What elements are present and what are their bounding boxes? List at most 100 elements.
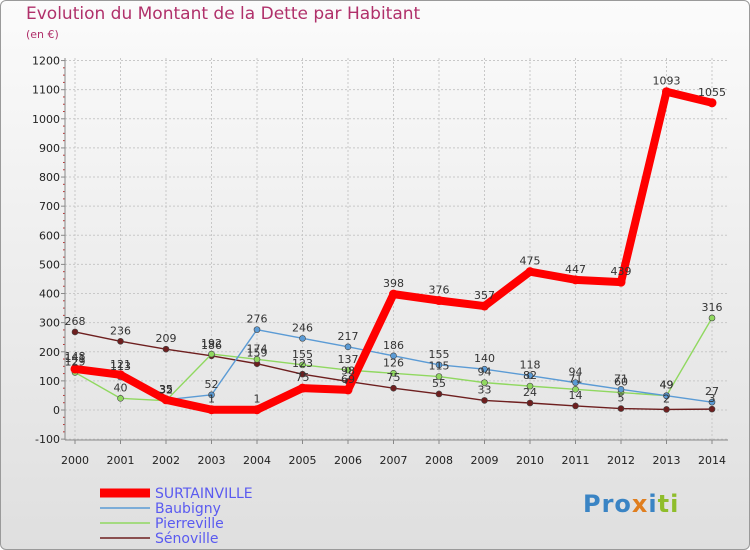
data-label-pierreville: 129 — [65, 355, 86, 368]
data-label-surtainville: 1 — [208, 393, 215, 406]
y-tick-label: 1100 — [32, 84, 60, 97]
data-label-surtainville: 121 — [110, 358, 131, 371]
data-label-sénoville: 268 — [65, 315, 86, 328]
data-point-pierreville — [435, 373, 443, 380]
data-point-baubigny — [208, 391, 215, 399]
x-tick-label: 2006 — [334, 454, 362, 467]
data-label-pierreville: 94 — [478, 366, 492, 379]
data-label-surtainville: 376 — [429, 284, 450, 297]
data-point-pierreville — [481, 379, 488, 386]
data-point-surtainville — [434, 296, 444, 306]
data-label-pierreville: 32 — [159, 384, 173, 397]
data-label-sénoville: 123 — [292, 357, 313, 370]
data-point-surtainville — [480, 301, 489, 311]
data-point-surtainville — [616, 277, 626, 287]
logo-part: i — [648, 490, 658, 518]
data-label-pierreville: 49 — [660, 379, 674, 392]
data-label-surtainville: 439 — [611, 265, 632, 278]
data-point-baubigny — [572, 379, 579, 386]
data-point-baubigny — [344, 343, 352, 351]
data-label-pierreville: 60 — [614, 376, 628, 389]
data-label-surtainville: 35 — [159, 383, 173, 396]
data-point-baubigny — [663, 392, 670, 400]
data-label-sénoville: 2 — [663, 392, 670, 405]
proxiti-logo: Proxiti — [583, 490, 679, 518]
data-label-baubigny: 113 — [110, 360, 131, 373]
data-label-baubigny: 148 — [65, 350, 86, 363]
data-label-sénoville: 24 — [523, 386, 537, 399]
data-point-sénoville — [299, 370, 306, 378]
y-tick-label: 300 — [39, 317, 60, 330]
data-label-pierreville: 192 — [201, 337, 222, 350]
data-point-sénoville — [663, 406, 670, 413]
data-label-pierreville: 126 — [383, 356, 404, 369]
data-point-surtainville — [662, 87, 671, 97]
x-tick-label: 2012 — [607, 454, 635, 467]
x-tick-label: 2011 — [562, 454, 590, 467]
data-point-surtainville — [207, 405, 216, 415]
data-label-surtainville: 1 — [254, 393, 261, 406]
y-tick-label: 900 — [39, 142, 60, 155]
data-label-baubigny: 140 — [474, 352, 495, 365]
legend-label: Baubigny — [155, 501, 221, 517]
data-label-pierreville: 82 — [523, 369, 537, 382]
data-label-pierreville: 40 — [114, 381, 128, 394]
data-point-sénoville — [526, 399, 534, 407]
data-label-sénoville: 3 — [709, 392, 716, 405]
data-label-sénoville: 186 — [201, 339, 222, 352]
data-point-sénoville — [435, 390, 443, 398]
y-tick-label: 1200 — [32, 55, 60, 68]
x-tick-label: 2002 — [152, 454, 180, 467]
x-tick-label: 2014 — [698, 454, 726, 467]
y-tick-label: 700 — [39, 200, 60, 213]
data-label-surtainville: 75 — [296, 371, 310, 384]
y-tick-label: -100 — [35, 433, 60, 446]
unit-label: (en €) — [26, 28, 59, 41]
axes: -100 0 100 200 300 400 500 600 700 800 900 1000 1100… — [32, 55, 728, 467]
data-label-surtainville: 1055 — [698, 86, 726, 99]
data-point-baubigny — [481, 365, 488, 373]
data-point-surtainville — [707, 98, 717, 108]
data-label-baubigny: 27 — [705, 385, 719, 398]
data-label-sénoville: 159 — [247, 347, 268, 360]
data-label-pierreville: 316 — [702, 301, 723, 314]
x-tick-label: 2007 — [380, 454, 408, 467]
data-point-baubigny — [390, 352, 397, 360]
y-tick-label: 400 — [39, 288, 60, 301]
data-label-baubigny: 186 — [383, 339, 404, 352]
x-tick-label: 2010 — [516, 454, 544, 467]
data-label-sénoville: 209 — [156, 332, 177, 345]
y-tick-label: 500 — [39, 258, 60, 271]
data-label-baubigny: 49 — [660, 379, 674, 392]
y-tick-label: 600 — [39, 229, 60, 242]
data-point-surtainville — [343, 385, 353, 395]
data-label-sénoville: 33 — [478, 383, 492, 396]
data-label-pierreville: 174 — [247, 342, 268, 355]
logo-part: ti — [657, 490, 680, 518]
data-label-pierreville: 71 — [569, 372, 583, 385]
data-label-pierreville: 155 — [292, 348, 313, 361]
chart-title: Evolution du Montant de la Dette par Hab… — [26, 4, 421, 24]
data-point-sénoville — [71, 328, 79, 336]
data-label-baubigny: 94 — [569, 366, 583, 379]
data-label-surtainville: 357 — [474, 289, 495, 302]
logo-part: x — [631, 490, 649, 518]
data-label-surtainville: 398 — [383, 277, 404, 290]
data-label-surtainville: 141 — [65, 352, 86, 365]
logo-part: Pro — [583, 490, 632, 518]
y-tick-label: 800 — [39, 171, 60, 184]
data-label-baubigny: 155 — [429, 348, 450, 361]
data-label-baubigny: 35 — [159, 383, 173, 396]
data-point-surtainville — [298, 383, 307, 393]
y-tick-label: 200 — [39, 346, 60, 359]
data-point-sénoville — [117, 337, 124, 345]
grid — [65, 58, 728, 440]
x-tick-label: 2009 — [471, 454, 499, 467]
data-label-pierreville: 115 — [429, 360, 450, 373]
data-label-baubigny: 276 — [247, 313, 268, 326]
data-label-sénoville: 236 — [110, 324, 131, 337]
data-point-baubigny — [253, 326, 261, 333]
x-tick-label: 2000 — [61, 454, 89, 467]
